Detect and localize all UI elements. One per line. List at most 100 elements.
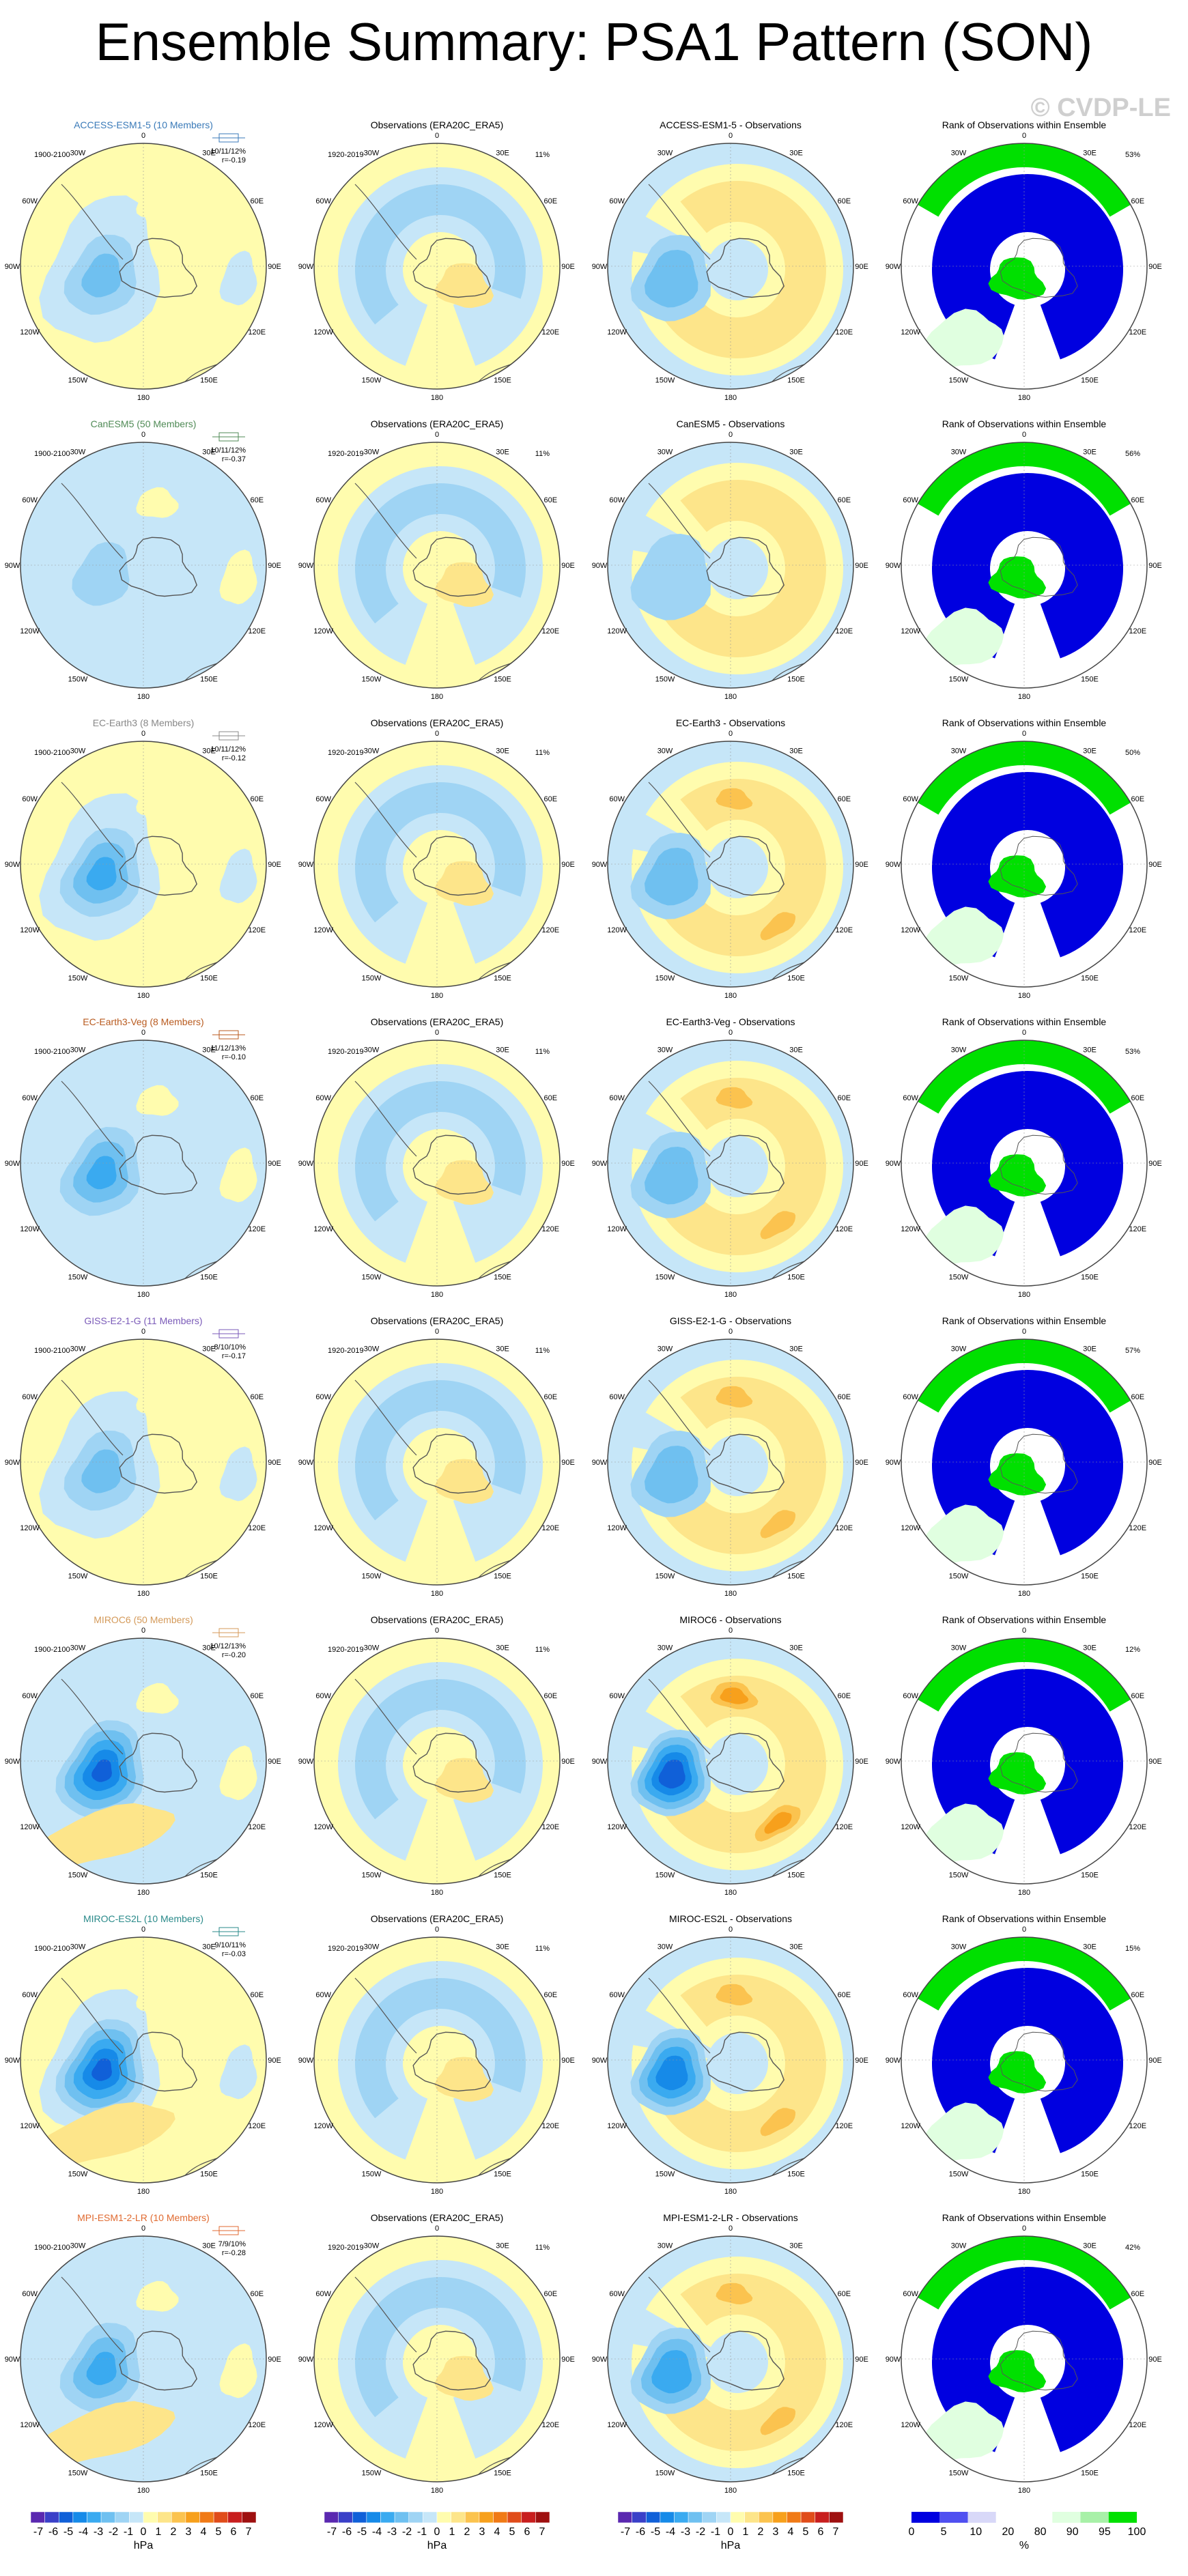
lon-tick-label: 0 (141, 132, 145, 140)
lon-tick-label: 90W (5, 2057, 20, 2065)
pos-anomaly (219, 1745, 257, 1801)
panel-r3-c0: 0 30E 60E 90E 120E 150E 180 150W 120W 90W 60W 30W EC… (5, 1016, 281, 1299)
colorbar-tick: 20 (1002, 2526, 1015, 2538)
lon-tick-label: 150E (494, 675, 511, 683)
lon-tick-label: 90E (268, 562, 281, 570)
map-boundary (901, 442, 1148, 689)
lon-tick-label: 150W (362, 376, 382, 384)
lon-tick-label: 120W (313, 1823, 333, 1831)
lon-tick-label: 60W (903, 1692, 918, 1700)
lon-tick-label: 0 (729, 1926, 733, 1934)
model-title: MIROC-ES2L (10 Members) (83, 1913, 203, 1924)
lon-tick-label: 0 (729, 730, 733, 738)
south-america-coastline (354, 184, 417, 260)
map-boundary (901, 1936, 1148, 2184)
lon-tick-label: 90W (298, 2057, 314, 2065)
colorbar-tick: -5 (357, 2526, 367, 2538)
rank-title: Rank of Observations within Ensemble (942, 2212, 1107, 2223)
lon-tick-label: 90W (5, 562, 20, 570)
lon-tick-label: 90E (1148, 1160, 1162, 1168)
panel-r6-c1: 0 30E 60E 90E 120E 150E 180 150W 120W 90W 60W 30W Ob… (298, 1913, 575, 2196)
lon-tick-label: 150W (362, 675, 382, 683)
lon-tick-label: 150E (787, 1572, 805, 1580)
figure-title: Ensemble Summary: PSA1 Pattern (SON) (96, 12, 1093, 72)
lon-tick-label: 60E (1131, 197, 1145, 205)
lon-tick-label: 60E (544, 2290, 558, 2298)
lon-tick-label: 150W (949, 675, 969, 683)
colorbar-swatch (171, 2511, 186, 2523)
lon-tick-label: 180 (1018, 2188, 1030, 2196)
obs-pct: 11% (535, 450, 550, 458)
lon-tick-label: 60E (251, 197, 264, 205)
lon-tick-label: 120W (901, 2122, 920, 2130)
lon-tick-label: 30E (789, 448, 803, 457)
lon-tick-label: 90W (5, 1160, 20, 1168)
lon-tick-label: 150E (200, 2170, 218, 2178)
years-label: 1900-2100 (34, 1945, 70, 1953)
lon-tick-label: 120E (248, 1524, 266, 1532)
lon-tick-label: 150W (362, 1273, 382, 1281)
lon-tick-label: 30E (1083, 1345, 1097, 1354)
rank-pct: 53% (1125, 1048, 1140, 1056)
lon-tick-label: 60W (609, 795, 625, 803)
colorbar-tick: 2 (464, 2526, 470, 2538)
lon-tick-label: 90W (592, 2356, 608, 2364)
neg-anomaly (644, 250, 698, 308)
pos-anomaly (434, 2057, 494, 2102)
pos-anomaly (716, 1984, 753, 2006)
lon-tick-label: 120E (835, 1225, 853, 1233)
lon-tick-label: 0 (1022, 730, 1026, 738)
neg-anomaly (86, 2351, 117, 2386)
pos-anomaly (136, 786, 179, 817)
panel-r3-c2: 0 30E 60E 90E 120E 150E 180 150W 120W 90W 60W 30W EC… (592, 1016, 868, 1299)
rank-high-region (914, 143, 1134, 217)
colorbar-tick: 4 (201, 2526, 207, 2538)
correlation: r=-0.17 (222, 1352, 246, 1360)
lon-tick-label: 90E (1148, 1758, 1162, 1766)
map-boundary (901, 1339, 1148, 1586)
lon-tick-label: 150E (494, 376, 511, 384)
correlation: r=-0.19 (222, 156, 246, 164)
south-america-coastline (648, 2276, 711, 2353)
map-boundary (901, 1637, 1148, 1885)
rank-high-region (988, 1154, 1047, 1197)
pos-anomaly (708, 485, 761, 515)
lon-tick-label: 150E (200, 1273, 218, 1281)
panel-r5-c0: 0 30E 60E 90E 120E 150E 180 150W 120W 90W 60W 30W MI… (5, 1614, 281, 1897)
lon-tick-label: 30W (70, 2242, 86, 2250)
lon-tick-label: 180 (137, 693, 150, 701)
lon-tick-label: 0 (435, 1328, 439, 1336)
colorbar-swatch (772, 2511, 787, 2523)
lon-tick-label: 120E (835, 1524, 853, 1532)
panel-r1-c2: 0 30E 60E 90E 120E 150E 180 150W 120W 90W 60W 30W Ca… (592, 418, 868, 701)
south-america-coastline (648, 782, 711, 858)
obs-pct: 11% (535, 1945, 550, 1953)
lon-tick-label: 180 (724, 394, 737, 402)
pos-anomaly (716, 1386, 753, 1408)
lon-tick-label: 60E (1131, 795, 1145, 803)
map-boundary (20, 1040, 267, 1287)
pos-anomaly (434, 861, 494, 906)
colorbar-tick: 90 (1066, 2526, 1079, 2538)
lon-tick-label: 30E (1083, 1046, 1097, 1055)
antarctica-coastline (706, 536, 784, 597)
lon-tick-label: 90W (592, 1758, 608, 1766)
years-label: 1900-2100 (34, 749, 70, 757)
rank-mid-region (923, 2102, 1004, 2164)
pos-anomaly (720, 1687, 749, 1704)
lon-tick-label: 120W (20, 328, 40, 337)
colorbar-unit: hPa (427, 2540, 447, 2551)
lon-tick-label: 60W (903, 1991, 918, 1999)
lon-tick-label: 60W (22, 1692, 38, 1700)
lon-tick-label: 30E (789, 1046, 803, 1055)
lon-tick-label: 90E (561, 562, 575, 570)
colorbar-swatch (30, 2511, 45, 2523)
lon-tick-label: 0 (729, 431, 733, 439)
colorbar-swatch (72, 2511, 87, 2523)
south-america-coastline (648, 1379, 711, 1456)
lon-tick-label: 90E (855, 263, 868, 271)
lon-tick-label: 180 (431, 1291, 443, 1299)
lon-tick-label: 90W (886, 263, 901, 271)
pos-anomaly (752, 309, 803, 349)
colorbar-tick: 0 (434, 2526, 440, 2538)
